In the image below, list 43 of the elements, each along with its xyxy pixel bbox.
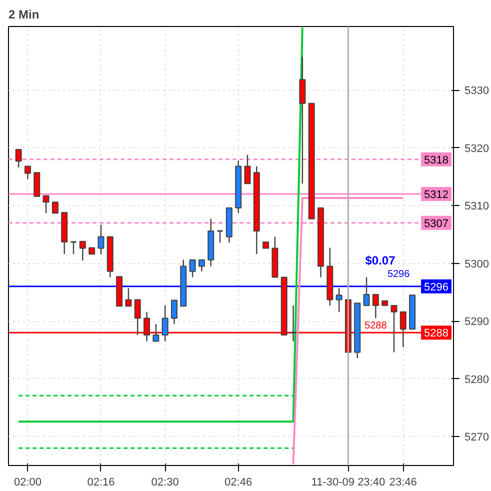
y-tick-label: 5270 [464,432,489,444]
ref-line-label: 5288 [424,328,449,340]
candlestick [162,304,168,342]
candlestick [52,202,58,214]
candlestick [189,259,196,278]
x-tick-label: 02:16 [87,476,115,488]
x-tick-label: 11-30-09 23:40 [311,476,386,488]
candlestick [24,166,31,180]
chart-title: 2 Min [8,8,40,22]
candlestick [170,300,178,325]
ref-line-label: 5318 [424,154,449,166]
candlestick [290,304,297,342]
ref-line-label: 5296 [424,281,449,294]
y-tick-label: 5310 [464,200,489,213]
annotation: 5296 [387,269,410,280]
annotation: 5288 [364,320,388,332]
candlestick [79,240,86,262]
candlestick [198,259,205,272]
candlestick [98,224,104,255]
y-tick-label: 5320 [464,142,489,155]
candlestick [336,288,342,312]
ref-line-label: 5312 [424,189,449,202]
candlestick [372,294,379,319]
candlestick [152,323,160,342]
y-tick-label: 5300 [464,258,489,270]
ref-line-label: 5307 [424,218,449,230]
x-tick-label: 23:46 [389,476,417,488]
x-tick-label: 02:46 [224,476,252,488]
candlestick [125,288,132,307]
annotation: $0.07 [365,253,396,268]
candlestick [363,276,370,306]
y-tick-label: 5280 [464,374,489,386]
candlestick [34,172,40,197]
candlestick [244,154,251,184]
candlestick [15,148,22,168]
y-tick-label: 5330 [464,85,489,98]
candlestick [42,195,50,214]
candlestick [70,241,78,255]
y-tick-label: 5290 [464,316,489,328]
x-tick-label: 02:30 [151,476,179,488]
x-tick-label: 02:00 [14,476,42,488]
candlestick [216,230,224,244]
candlestick [299,56,306,184]
